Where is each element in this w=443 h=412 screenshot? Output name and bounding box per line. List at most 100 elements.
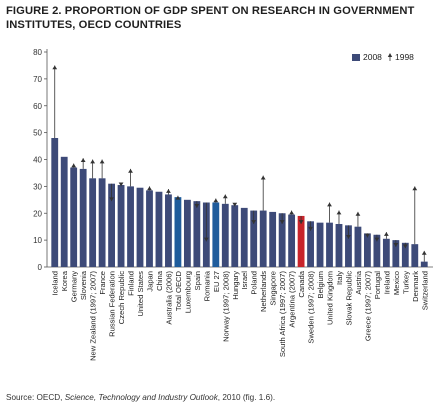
arrow-1998-head	[346, 234, 351, 239]
x-tick-label: Singapore	[269, 271, 278, 306]
arrow-1998-head	[71, 163, 77, 168]
legend-label-2008: 2008	[363, 52, 382, 62]
y-tick-label: 40	[33, 156, 42, 165]
y-tick-label: 30	[33, 182, 42, 191]
bar-2008	[60, 156, 68, 267]
arrow-1998-head	[298, 220, 304, 224]
x-tick-label: United States	[136, 271, 145, 317]
y-tick-label: 60	[33, 102, 42, 111]
arrow-1998-head	[327, 202, 332, 207]
y-tick-label: 50	[33, 129, 42, 138]
arrow-1998-head	[128, 168, 133, 173]
bar-2008	[127, 186, 134, 268]
source-publication: Science, Technology and Industry Outlook	[64, 393, 218, 402]
x-tick-label: Iceland	[51, 271, 60, 296]
arrow-1998-head	[412, 186, 418, 191]
bar-2008	[221, 203, 229, 267]
arrow-1998-head	[402, 244, 408, 249]
arrow-1998-head	[147, 186, 152, 191]
x-tick-label: Greece (1997; 2007)	[363, 271, 372, 342]
x-tick-label: Australia (2006)	[164, 271, 173, 325]
bar-2008	[89, 178, 97, 267]
arrow-1998-head	[383, 232, 389, 236]
x-tick-label: Finland	[127, 271, 136, 296]
x-tick-label: Mexico	[392, 271, 401, 295]
x-tick-label: Ireland	[382, 271, 391, 294]
x-tick-label: Slovak Republic	[344, 271, 353, 326]
arrow-1998-head	[213, 198, 219, 203]
x-tick-label: Germany	[70, 271, 79, 302]
y-tick-label: 0	[38, 263, 43, 272]
x-tick-label: Korea	[60, 270, 69, 291]
arrow-1998-head	[118, 182, 124, 187]
arrow-1998-head	[90, 159, 96, 164]
x-tick-label: Slovenia	[79, 270, 88, 300]
bar-2008	[79, 168, 87, 267]
arrow-1998-head	[175, 195, 181, 200]
bar-2008	[212, 202, 220, 267]
x-tick-label: Sweden (1997; 2008)	[307, 271, 316, 344]
source-suffix: , 2010 (fig. 1.6).	[217, 393, 276, 402]
figure-title: FIGURE 2. PROPORTION OF GDP SPENT ON RES…	[6, 4, 436, 32]
bar-2008	[335, 224, 343, 267]
y-tick-label: 10	[33, 236, 42, 245]
arrow-1998-head	[52, 65, 58, 70]
x-tick-label: Turkey	[401, 271, 410, 294]
bar-2008	[401, 242, 409, 267]
bar-2008	[354, 226, 362, 267]
x-tick-label: Japan	[145, 271, 154, 292]
arrow-1998-head	[289, 210, 295, 215]
arrow-1998-head	[251, 220, 257, 224]
legend-label-1998: 1998	[395, 52, 414, 62]
x-tick-label: Netherlands	[259, 271, 268, 312]
x-tick-label: Denmark	[411, 271, 420, 302]
arrow-1998-head	[109, 197, 114, 202]
bar-2008	[165, 194, 172, 267]
bar-2008	[269, 211, 277, 267]
x-tick-label: Hungary	[231, 271, 240, 300]
bar-2008	[316, 222, 324, 267]
x-tick-label: Italy	[335, 271, 344, 285]
bar-2008	[146, 190, 153, 267]
arrow-1998-head	[203, 237, 209, 242]
x-tick-label: Israel	[240, 271, 249, 290]
x-tick-label: Belgium	[316, 271, 325, 298]
figure-title-line-1: FIGURE 2. PROPORTION OF GDP SPENT ON RES…	[6, 5, 415, 17]
x-tick-label: Canada	[297, 270, 306, 297]
x-tick-label: Poland	[250, 271, 259, 295]
bar-2008	[288, 214, 296, 267]
arrow-1998-head	[232, 202, 238, 207]
y-tick-label: 20	[33, 209, 42, 218]
x-tick-label: United Kingdom	[326, 271, 335, 325]
bar-2008	[155, 191, 163, 267]
x-tick-label: Portugal	[373, 271, 382, 300]
bar-2008	[392, 240, 400, 268]
figure-title-line-2: INSTITUTES, OECD COUNTRIES	[6, 19, 182, 31]
bar-2008	[373, 234, 381, 267]
x-tick-label: Austria	[354, 270, 363, 294]
y-tick-label: 80	[33, 48, 42, 57]
arrow-1998-head	[222, 194, 228, 199]
bar-2008	[250, 210, 258, 267]
x-tick-label: South Africa (1997; 2007)	[278, 271, 287, 358]
x-tick-label: New Zealand (1997; 2007)	[89, 271, 98, 361]
x-tick-label: EU 27	[212, 271, 221, 292]
x-tick-label: Norway (1997; 2008)	[221, 271, 230, 342]
x-tick-label: Russian Federation	[108, 271, 117, 337]
bar-2008	[411, 244, 419, 267]
arrow-1998-head	[99, 159, 105, 164]
arrow-1998-head	[393, 243, 399, 247]
bar-2008	[117, 185, 125, 267]
bar-2008	[108, 183, 115, 267]
arrow-1998-head	[355, 211, 361, 216]
bar-2008	[70, 167, 78, 267]
bar-2008	[345, 225, 352, 267]
bar-2008	[420, 261, 428, 268]
arrow-1998-head	[365, 233, 370, 238]
x-tick-label: Argentina (2007)	[288, 271, 297, 328]
x-tick-label: Spain	[193, 271, 202, 290]
bar-2008	[174, 197, 182, 268]
legend-arrow-head	[387, 53, 393, 57]
